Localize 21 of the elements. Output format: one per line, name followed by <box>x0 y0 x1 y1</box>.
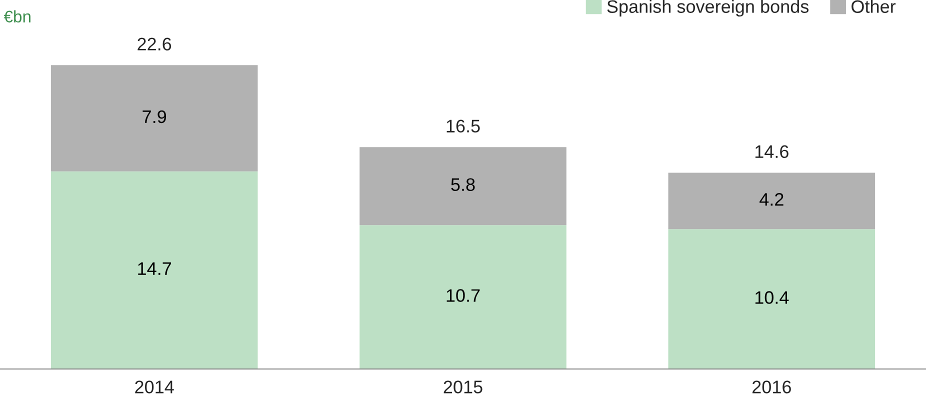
x-tick-label: 2014 <box>135 380 174 394</box>
data-label: 5.8 <box>451 178 475 192</box>
data-label: 4.2 <box>760 193 784 206</box>
total-label: 14.6 <box>755 145 788 158</box>
total-label: 22.6 <box>138 38 172 50</box>
data-label: 14.7 <box>138 262 171 275</box>
legend-label: Spanish sovereign bonds <box>607 0 809 17</box>
data-label: 10.4 <box>755 291 789 304</box>
legend-label: Other <box>852 0 896 13</box>
bar <box>360 147 566 226</box>
total-label: 16.5 <box>446 120 480 132</box>
data-label: 10.7 <box>446 289 480 302</box>
bar <box>668 172 876 230</box>
bar <box>668 229 876 369</box>
bar <box>50 171 258 369</box>
x-tick-label: 2016 <box>752 380 791 394</box>
x-tick-label: 2015 <box>444 380 482 394</box>
data-label: 7.9 <box>142 110 166 124</box>
bar <box>360 225 566 369</box>
y-axis-title: €bn <box>4 10 30 22</box>
bar <box>50 65 258 172</box>
